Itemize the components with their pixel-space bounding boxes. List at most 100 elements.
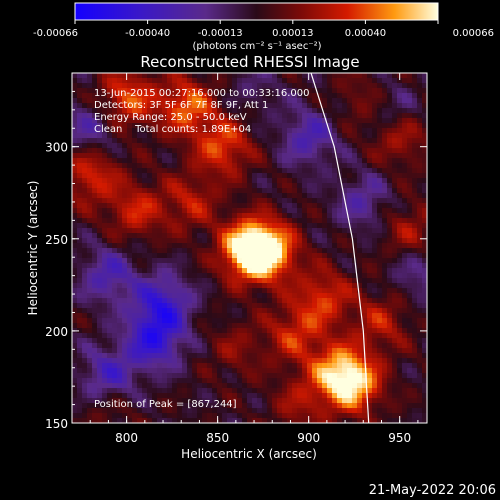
heatmap-cell [112,108,118,114]
heatmap-cell [132,153,138,159]
heatmap-cell [417,153,423,159]
heatmap-cell [147,413,153,419]
heatmap-cell [177,333,183,339]
heatmap-cell [92,193,98,199]
heatmap-cell [192,103,198,109]
heatmap-cell [217,278,223,284]
heatmap-cell [387,113,393,119]
heatmap-cell [162,418,168,423]
heatmap-cell [112,128,118,134]
heatmap-cell [77,98,83,104]
heatmap-cell [207,138,213,144]
heatmap-cell [202,388,208,394]
heatmap-cell [262,88,268,94]
heatmap-cell [72,383,78,389]
heatmap-cell [357,343,363,349]
heatmap-cell [82,78,88,84]
heatmap-cell [132,123,138,129]
heatmap-cell [122,303,128,309]
heatmap-cell [272,198,278,204]
heatmap-cell [412,288,418,294]
heatmap-cell [257,318,263,324]
heatmap-cell [312,278,318,284]
heatmap-cell [412,418,418,423]
heatmap-cell [232,388,238,394]
heatmap-cell [352,78,358,84]
heatmap-cell [397,308,403,314]
heatmap-cell [127,328,133,334]
heatmap-cell [262,388,268,394]
heatmap-cell [72,358,78,364]
heatmap-cell [292,238,298,244]
heatmap-cell [97,333,103,339]
heatmap-cell [322,78,328,84]
heatmap-cell [307,348,313,354]
heatmap-cell [172,313,178,319]
heatmap-cell [87,198,93,204]
heatmap-cell [412,113,418,119]
heatmap-cell [387,328,393,334]
heatmap-cell [97,153,103,159]
heatmap-cell [372,213,378,219]
heatmap-cell [147,228,153,234]
heatmap-cell [277,188,283,194]
heatmap-cell [322,203,328,209]
heatmap-cell [297,343,303,349]
heatmap-cell [87,158,93,164]
heatmap-cell [392,153,398,159]
heatmap-cell [217,133,223,139]
heatmap-cell [202,328,208,334]
heatmap-cell [302,353,308,359]
heatmap-cell [202,218,208,224]
heatmap-cell [267,303,273,309]
heatmap-cell [287,98,293,104]
heatmap-cell [292,208,298,214]
heatmap-cell [92,383,98,389]
heatmap-cell [237,208,243,214]
heatmap-cell [172,418,178,423]
heatmap-cell [257,113,263,119]
heatmap-cell [87,88,93,94]
heatmap-cell [187,348,193,354]
heatmap-cell [337,108,343,114]
heatmap-cell [392,193,398,199]
heatmap-cell [202,133,208,139]
heatmap-cell [122,418,128,423]
heatmap-cell [252,78,258,84]
heatmap-cell [267,153,273,159]
heatmap-cell [122,383,128,389]
heatmap-cell [157,368,163,374]
heatmap-cell [102,153,108,159]
heatmap-cell [142,123,148,129]
heatmap-cell [247,88,253,94]
heatmap-cell [152,158,158,164]
heatmap-cell [267,183,273,189]
heatmap-cell [212,198,218,204]
heatmap-cell [212,203,218,209]
heatmap-cell [192,318,198,324]
heatmap-cell [422,318,427,324]
heatmap-cell [192,413,198,419]
heatmap-cell [132,188,138,194]
heatmap-cell [237,288,243,294]
heatmap-cell [327,278,333,284]
heatmap-cell [342,278,348,284]
heatmap-cell [82,373,88,379]
heatmap-cell [317,398,323,404]
heatmap-cell [142,278,148,284]
heatmap-cell [267,93,273,99]
heatmap-cell [407,168,413,174]
heatmap-cell [287,213,293,219]
heatmap-cell [232,148,238,154]
heatmap-cell [187,178,193,184]
heatmap-cell [402,158,408,164]
heatmap-cell [277,328,283,334]
heatmap-cell [382,313,388,319]
heatmap-cell [102,278,108,284]
heatmap-cell [217,103,223,109]
heatmap-cell [137,308,143,314]
heatmap-cell [327,83,333,89]
heatmap-cell [192,168,198,174]
heatmap-cell [92,368,98,374]
heatmap-cell [157,138,163,144]
